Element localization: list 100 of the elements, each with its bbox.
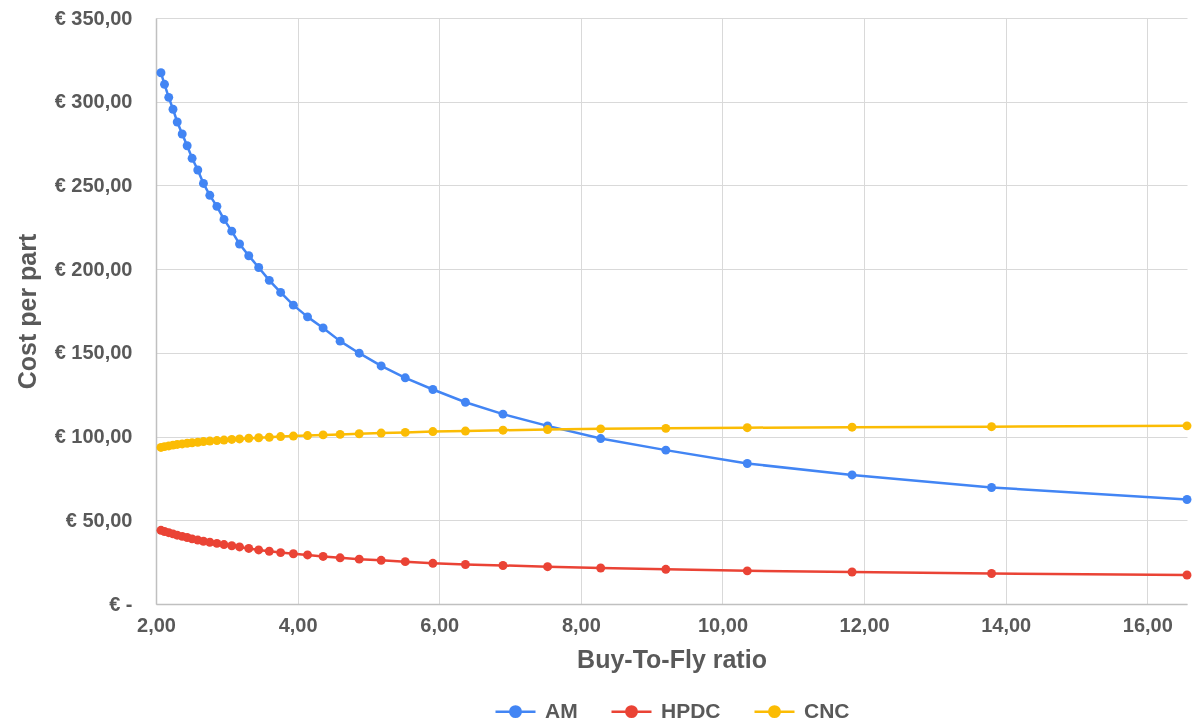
point [596,563,606,573]
y-tick-label: € 300,00 [54,90,133,113]
point [498,561,508,570]
point [543,425,553,434]
point [742,459,752,468]
point [376,428,386,438]
point [428,427,438,437]
point [742,423,752,433]
y-tick-label: € - [109,592,133,615]
point [244,433,254,443]
point [227,226,237,236]
legend-label: CNC [804,698,850,722]
point [219,435,229,445]
point [288,431,298,441]
point [187,153,197,163]
point [596,424,606,434]
point [428,558,438,568]
x-axis-title: Buy-To-Fly ratio [577,644,767,673]
x-tick-label: 8,00 [561,613,601,636]
point [335,553,345,563]
point [460,560,470,569]
point [987,483,997,492]
point [335,336,345,346]
point [847,470,857,480]
point [400,557,410,567]
point [498,409,508,419]
point [498,425,508,435]
point [244,543,254,553]
point [400,427,410,437]
y-tick-label: € 100,00 [54,425,133,448]
point [354,554,364,564]
point [254,545,264,555]
point [661,423,671,433]
point [376,555,386,565]
point [219,540,229,550]
point [227,541,237,551]
point [276,287,286,297]
point [847,567,857,577]
point [276,432,286,442]
point [205,537,215,547]
point [160,79,169,89]
point [400,373,410,383]
point [264,546,274,556]
point [164,92,174,102]
point [318,430,328,440]
x-tick-label: 4,00 [278,613,318,636]
point [376,361,386,371]
point [235,434,245,444]
point [219,214,229,224]
x-tick-label: 12,00 [839,613,890,636]
point [335,429,345,439]
point [460,397,470,407]
point [205,190,215,200]
x-tick-label: 2,00 [137,613,176,636]
point [543,562,553,572]
legend-label: HPDC [661,698,721,722]
point [661,445,671,455]
x-tick-label: 14,00 [981,613,1032,636]
point [235,542,245,552]
point [177,129,187,139]
legend-label: AM [545,698,578,722]
point [264,275,274,285]
point [227,434,237,444]
point [264,432,274,442]
point [254,433,264,443]
point [276,548,286,558]
y-tick-label: € 50,00 [65,508,133,531]
y-tick-label: € 250,00 [54,173,133,196]
point [596,434,606,444]
point [354,348,364,358]
y-tick-label: € 350,00 [54,6,133,29]
point [318,551,328,561]
point [460,426,470,436]
point [212,201,222,211]
point [354,429,364,439]
point [1182,495,1192,504]
point [198,178,208,188]
x-tick-label: 16,00 [1122,613,1173,636]
point [847,422,857,432]
point [303,431,313,441]
point [742,566,752,576]
point [193,165,203,175]
point [172,117,182,127]
point [1182,421,1192,431]
point [254,263,264,272]
y-tick-label: € 200,00 [54,257,133,280]
y-axis-title: Cost per part [12,233,41,390]
point [1182,570,1192,580]
point [168,104,178,114]
point [244,251,254,261]
x-tick-label: 10,00 [697,613,749,636]
point [235,239,245,249]
point [156,68,166,78]
point [661,564,671,574]
point [303,312,313,322]
point [987,422,997,432]
point [428,385,438,394]
point [987,569,997,578]
point [288,300,298,310]
point [303,550,313,560]
